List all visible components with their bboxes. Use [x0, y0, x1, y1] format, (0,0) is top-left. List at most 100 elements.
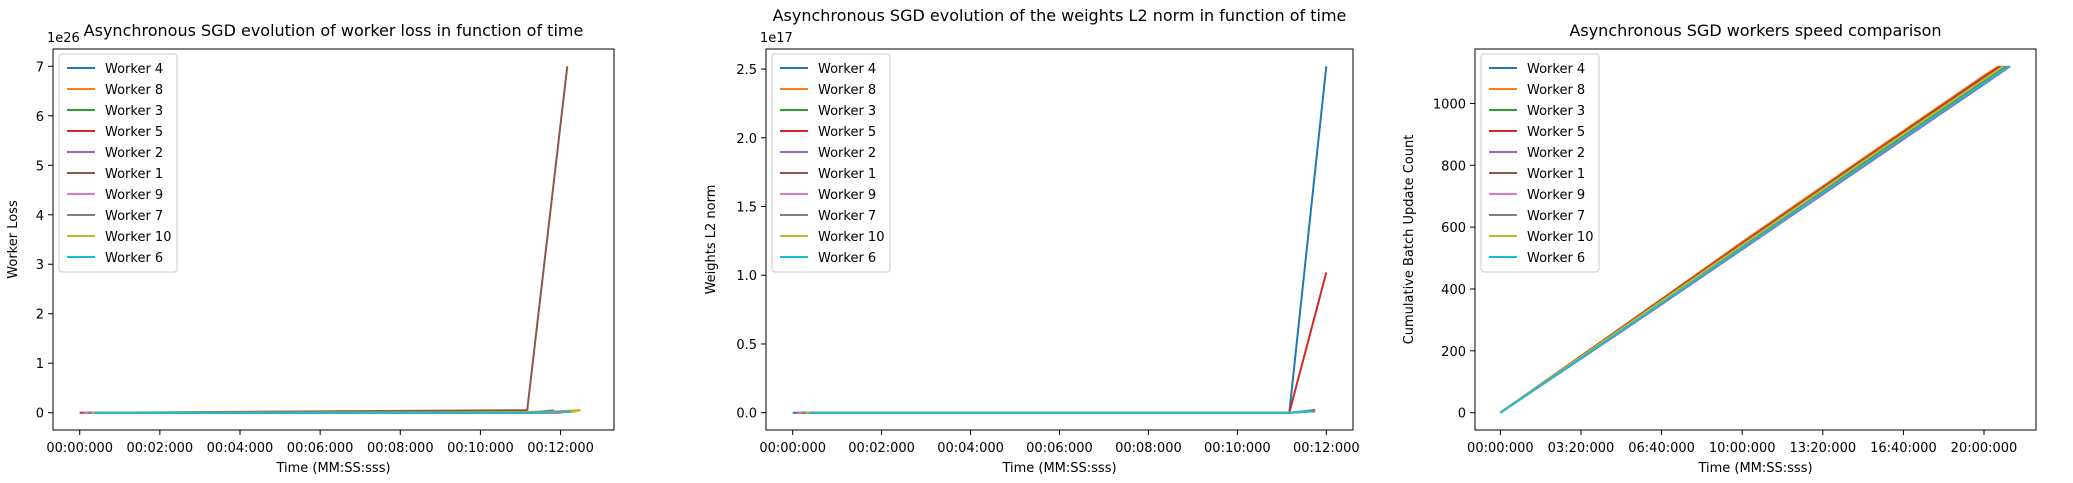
y-offset-text: 1e26 — [47, 31, 80, 46]
legend-label: Worker 6 — [1527, 251, 1585, 266]
y-tick-label: 400 — [1441, 283, 1466, 298]
chart-3: 00:00:000 03:20:000 06:40:000 10:00:000 13:2… — [1402, 21, 2037, 476]
legend-label: Worker 6 — [818, 251, 876, 266]
y-offset-text: 1e17 — [760, 31, 793, 46]
legend-label: Worker 9 — [818, 188, 876, 203]
legend-label: Worker 8 — [105, 83, 163, 98]
y-tick-label: 1 — [36, 357, 44, 372]
legend-label: Worker 6 — [105, 251, 163, 266]
legend-label: Worker 7 — [1527, 209, 1585, 224]
y-tick-label: 1.5 — [736, 201, 757, 216]
x-tick-label: 00:12:000 — [1293, 441, 1360, 456]
y-tick-label: 1000 — [1433, 97, 1466, 112]
legend-label: Worker 5 — [818, 125, 876, 140]
x-tick-label: 00:06:000 — [1026, 441, 1093, 456]
legend-label: Worker 8 — [1527, 83, 1585, 98]
x-tick-label: 00:04:000 — [937, 441, 1004, 456]
x-tick-label: 10:00:000 — [1709, 441, 1776, 456]
series-group — [792, 66, 1328, 414]
chart-title: Asynchronous SGD evolution of worker los… — [84, 21, 584, 40]
legend-label: Worker 2 — [818, 146, 876, 161]
legend-label: Worker 1 — [1527, 167, 1585, 182]
legend-label: Worker 4 — [1527, 62, 1585, 77]
y-tick-label: 2.5 — [736, 63, 757, 78]
x-tick-label: 00:04:000 — [207, 441, 274, 456]
y-tick-label: 0 — [1458, 407, 1466, 422]
chart-title: Asynchronous SGD workers speed compariso… — [1569, 21, 1941, 40]
chart-2: 00:00:000 00:02:000 00:04:000 00:06:000 00:0… — [704, 6, 1360, 476]
y-axis-label: Weights L2 norm — [704, 185, 719, 295]
y-tick-label: 6 — [36, 110, 44, 125]
legend-label: Worker 8 — [818, 83, 876, 98]
y-tick-label: 3 — [36, 258, 44, 273]
x-tick-label: 00:08:000 — [1115, 441, 1182, 456]
x-tick-label: 16:40:000 — [1870, 441, 1937, 456]
legend-label: Worker 10 — [105, 230, 171, 245]
x-tick-label: 00:02:000 — [848, 441, 915, 456]
y-tick-label: 0.0 — [736, 407, 757, 422]
legend: Worker 4 Worker 8 Worker 3 Worker 5 Worker 2… — [58, 53, 178, 273]
x-axis-label: Time (MM:SS:sss) — [1001, 461, 1116, 476]
y-tick-label: 5 — [36, 159, 44, 174]
legend-box — [1480, 53, 1600, 273]
legend-label: Worker 9 — [1527, 188, 1585, 203]
series-group — [1499, 65, 2011, 414]
x-tick-label: 13:20:000 — [1789, 441, 1856, 456]
y-tick-label: 0.5 — [736, 338, 757, 353]
x-tick-label: 03:20:000 — [1548, 441, 1615, 456]
legend-box — [58, 53, 178, 273]
series-line-worker-6 — [809, 410, 1312, 414]
y-tick-label: 0 — [36, 407, 44, 422]
legend-label: Worker 3 — [105, 104, 163, 119]
legend-label: Worker 4 — [105, 62, 163, 77]
legend: Worker 4 Worker 8 Worker 3 Worker 5 Worker 2… — [1480, 53, 1600, 273]
legend-label: Worker 7 — [818, 209, 876, 224]
series-line-worker-6 — [1499, 65, 2010, 414]
y-axis-label: Cumulative Batch Update Count — [1402, 135, 1417, 345]
legend-label: Worker 2 — [1527, 146, 1585, 161]
x-axis-label: Time (MM:SS:sss) — [1697, 461, 1812, 476]
x-tick-label: 00:10:000 — [1204, 441, 1271, 456]
legend-label: Worker 3 — [1527, 104, 1585, 119]
chart-title: Asynchronous SGD evolution of the weight… — [773, 6, 1347, 25]
legend-label: Worker 2 — [105, 146, 163, 161]
legend-label: Worker 4 — [818, 62, 876, 77]
x-tick-label: 00:12:000 — [527, 441, 594, 456]
legend-label: Worker 1 — [818, 167, 876, 182]
legend-label: Worker 9 — [105, 188, 163, 203]
x-tick-label: 00:06:000 — [287, 441, 354, 456]
legend-box — [771, 53, 891, 273]
x-tick-label: 00:10:000 — [447, 441, 514, 456]
legend-label: Worker 5 — [1527, 125, 1585, 140]
y-tick-label: 800 — [1441, 159, 1466, 174]
y-tick-label: 2.0 — [736, 132, 757, 147]
y-tick-label: 600 — [1441, 221, 1466, 236]
x-axis-label: Time (MM:SS:sss) — [275, 461, 390, 476]
plot-frame — [1474, 48, 2037, 431]
legend-label: Worker 1 — [105, 167, 163, 182]
x-tick-label: 00:00:000 — [46, 441, 113, 456]
series-group — [79, 66, 581, 414]
legend-label: Worker 3 — [818, 104, 876, 119]
legend-label: Worker 5 — [105, 125, 163, 140]
y-tick-label: 2 — [36, 308, 44, 323]
x-tick-label: 06:40:000 — [1628, 441, 1695, 456]
x-tick-label: 00:00:000 — [1467, 441, 1534, 456]
y-tick-label: 4 — [36, 209, 44, 224]
series-line-worker-5 — [803, 272, 1328, 414]
series-line-worker-6 — [94, 410, 571, 414]
legend-label: Worker 10 — [818, 230, 884, 245]
legend: Worker 4 Worker 8 Worker 3 Worker 5 Worker 2… — [771, 53, 891, 273]
legend-label: Worker 7 — [105, 209, 163, 224]
x-tick-label: 00:08:000 — [367, 441, 434, 456]
x-tick-label: 20:00:000 — [1951, 441, 2018, 456]
plot-frame — [52, 48, 615, 431]
y-tick-label: 1.0 — [736, 269, 757, 284]
legend-label: Worker 10 — [1527, 230, 1593, 245]
x-tick-label: 00:02:000 — [127, 441, 194, 456]
x-tick-label: 00:00:000 — [759, 441, 826, 456]
series-line-worker-10 — [1499, 65, 2004, 414]
y-tick-label: 200 — [1441, 345, 1466, 360]
chart-1: 00:00:000 00:02:000 00:04:000 00:06:000 00:0… — [6, 21, 615, 476]
